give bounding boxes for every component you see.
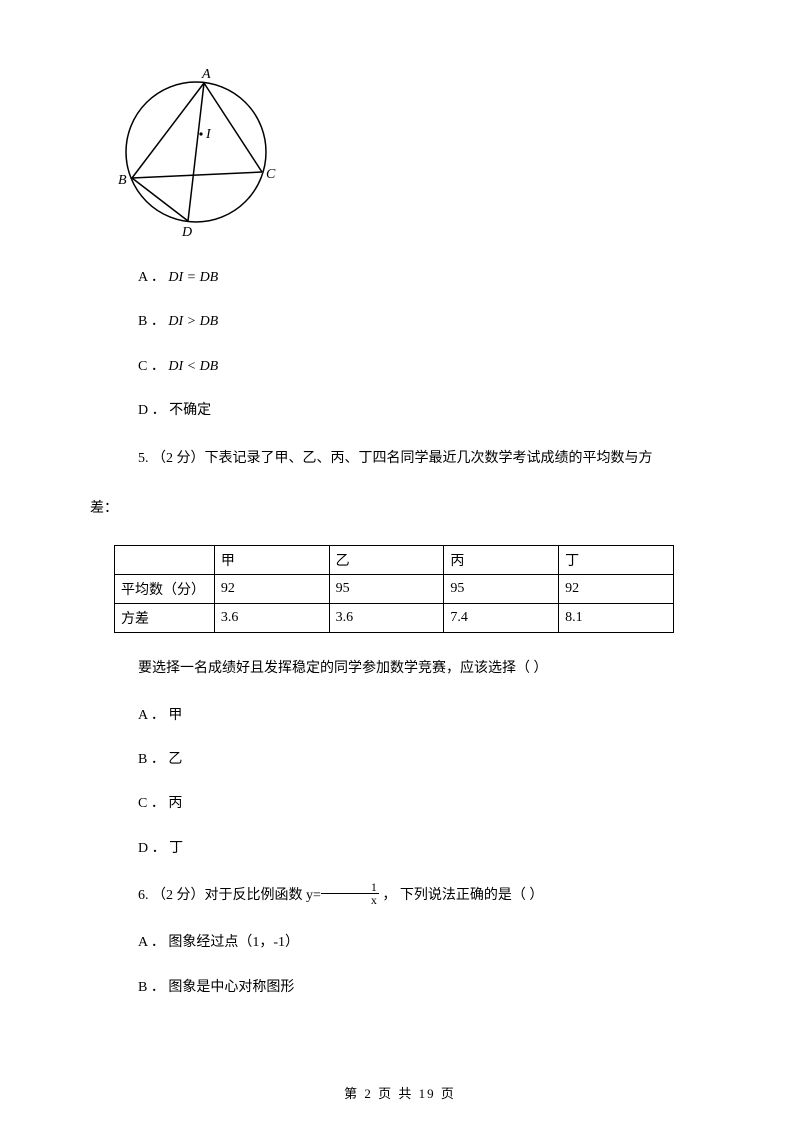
table-cell: 92 (214, 574, 329, 603)
table-cell: 92 (559, 574, 674, 603)
table-cell: 丁 (559, 545, 674, 574)
table-cell: 95 (444, 574, 559, 603)
geometry-diagram: A B C D I (110, 60, 710, 245)
q4-optC-prefix: C ． (138, 359, 165, 374)
circle-triangle-svg: A B C D I (110, 60, 290, 240)
table-cell: 95 (329, 574, 444, 603)
q5-option-a: A ． 甲 (138, 705, 710, 727)
q5-table: 甲 乙 丙 丁 平均数（分） 92 95 95 92 方差 3.6 3.6 7.… (114, 545, 674, 633)
q4-optB-prefix: B ． (138, 314, 165, 329)
q5-text: 5. （2 分）下表记录了甲、乙、丙、丁四名同学最近几次数学考试成绩的平均数与方 (90, 445, 710, 473)
page-footer: 第 2 页 共 19 页 (0, 1083, 800, 1102)
label-I: I (205, 127, 212, 142)
table-cell (115, 545, 215, 574)
q4-optC-math: DI < DB (168, 359, 218, 374)
q6-option-b: B ． 图象是中心对称图形 (138, 977, 710, 999)
q6-text-after: ， 下列说法正确的是（ ） (379, 888, 544, 903)
q4-optD-text: 不确定 (169, 403, 211, 418)
frac-den: x (321, 894, 379, 906)
q5-option-b: B ． 乙 (138, 749, 710, 771)
q4-option-a: A ． DI = DB (138, 267, 710, 289)
label-A: A (201, 67, 211, 82)
table-row: 平均数（分） 92 95 95 92 (115, 574, 674, 603)
q4-optA-math: DI = DB (168, 270, 218, 285)
table-cell: 平均数（分） (115, 574, 215, 603)
q6-option-a: A ． 图象经过点（1，-1） (138, 932, 710, 954)
q5-text-cont: 差： (90, 495, 710, 523)
q6-text: 6. （2 分）对于反比例函数 y=1x ， 下列说法正确的是（ ） (90, 882, 710, 910)
q4-optD-prefix: D ． (138, 403, 166, 418)
q6-text-before: 6. （2 分）对于反比例函数 y= (138, 888, 321, 903)
q4-option-c: C ． DI < DB (138, 356, 710, 378)
table-cell: 3.6 (329, 603, 444, 632)
q4-optB-math: DI > DB (168, 314, 218, 329)
q5-option-c: C ． 丙 (138, 793, 710, 815)
table-cell: 3.6 (214, 603, 329, 632)
label-C: C (266, 167, 276, 182)
label-D: D (181, 225, 192, 240)
fraction: 1x (321, 881, 379, 906)
q4-option-d: D ． 不确定 (138, 400, 710, 422)
table-cell: 方差 (115, 603, 215, 632)
q4-optA-prefix: A ． (138, 270, 165, 285)
table-cell: 7.4 (444, 603, 559, 632)
table-cell: 丙 (444, 545, 559, 574)
q4-option-b: B ． DI > DB (138, 311, 710, 333)
label-B: B (118, 173, 127, 188)
table-cell: 乙 (329, 545, 444, 574)
table-cell: 8.1 (559, 603, 674, 632)
q5-prompt: 要选择一名成绩好且发挥稳定的同学参加数学竞赛，应该选择（ ） (90, 655, 710, 683)
table-row: 甲 乙 丙 丁 (115, 545, 674, 574)
table-row: 方差 3.6 3.6 7.4 8.1 (115, 603, 674, 632)
q5-option-d: D ． 丁 (138, 838, 710, 860)
table-cell: 甲 (214, 545, 329, 574)
